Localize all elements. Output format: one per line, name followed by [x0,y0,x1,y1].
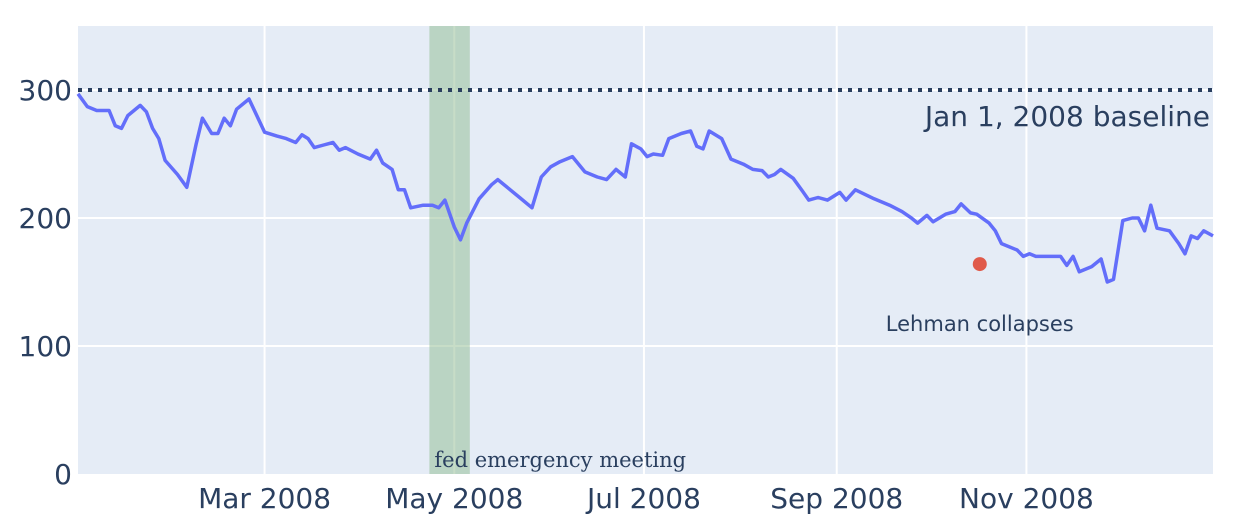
baseline-label: Jan 1, 2008 baseline [923,100,1210,133]
y-tick-label: 100 [19,330,72,363]
fed-meeting-shaded-region [429,26,470,474]
x-tick-labels: Mar 2008 May 2008 Jul 2008 Sep 2008 Nov 2008 [198,482,1094,515]
x-tick-label: Jul 2008 [585,482,701,515]
x-tick-label: May 2008 [385,482,523,515]
lehman-marker [972,257,987,272]
series-line [76,92,1214,284]
y-gridlines [78,89,1213,347]
y-tick-label: 0 [54,458,72,491]
fed-meeting-label: fed emergency meeting [434,448,686,472]
y-tick-label: 300 [19,74,72,107]
x-tick-label: Mar 2008 [198,482,331,515]
lehman-label: Lehman collapses [886,312,1074,336]
x-tick-label: Sep 2008 [770,482,903,515]
y-tick-labels: 0 100 200 300 [19,74,72,491]
plot-background [78,26,1213,474]
x-tick-label: Nov 2008 [959,482,1094,515]
y-tick-label: 200 [19,202,72,235]
